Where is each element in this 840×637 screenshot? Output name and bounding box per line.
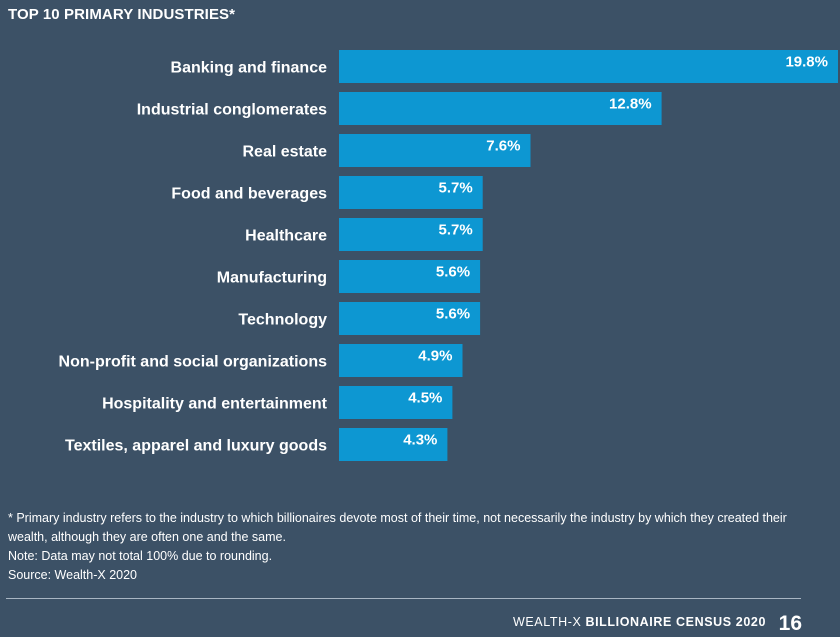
bar-chart: Banking and finance 19.8% Industrial congl… <box>59 50 838 461</box>
category-label: Industrial conglomerates <box>137 102 327 119</box>
category-label: Non-profit and social organizations <box>59 354 328 371</box>
footer-brand-prefix: WEALTH-X <box>512 615 586 629</box>
bar <box>339 92 662 125</box>
value-label: 4.9% <box>418 348 452 365</box>
value-label: 7.6% <box>486 138 520 155</box>
category-label: Manufacturing <box>217 270 327 287</box>
category-label: Healthcare <box>245 228 327 245</box>
page-number: 16 <box>778 612 802 635</box>
value-label: 4.5% <box>408 390 442 407</box>
value-label: 5.7% <box>438 222 472 239</box>
value-label: 19.8% <box>785 54 828 71</box>
chart-title: TOP 10 PRIMARY INDUSTRIES* <box>8 6 236 23</box>
bar <box>339 176 483 209</box>
value-label: 5.6% <box>436 306 470 323</box>
footer-divider <box>6 598 801 599</box>
value-label: 12.8% <box>609 96 652 113</box>
bar <box>339 344 463 377</box>
value-label: 4.3% <box>403 432 437 449</box>
bar <box>339 302 481 335</box>
footnote: * Primary industry refers to the industr… <box>8 511 787 544</box>
chart-notes: * Primary industry refers to the industr… <box>8 509 798 585</box>
rounding-note: Note: Data may not total 100% due to rou… <box>8 549 273 563</box>
footer-brand: WEALTH-X BILLIONAIRE CENSUS 2020 <box>513 615 802 629</box>
category-label: Food and beverages <box>171 186 327 203</box>
value-label: 5.7% <box>438 180 472 197</box>
bar <box>339 260 481 293</box>
category-label: Banking and finance <box>171 60 328 77</box>
footer-brand-title: BILLIONAIRE CENSUS 2020 <box>585 615 766 629</box>
source-note: Source: Wealth-X 2020 <box>8 568 138 582</box>
bar <box>339 386 453 419</box>
bar <box>339 50 838 83</box>
bar <box>339 428 448 461</box>
category-label: Textiles, apparel and luxury goods <box>65 438 327 455</box>
category-label: Technology <box>238 312 327 329</box>
category-label: Real estate <box>243 144 328 161</box>
bar <box>339 218 483 251</box>
bar <box>339 134 531 167</box>
value-label: 5.6% <box>436 264 470 281</box>
category-label: Hospitality and entertainment <box>102 396 328 413</box>
